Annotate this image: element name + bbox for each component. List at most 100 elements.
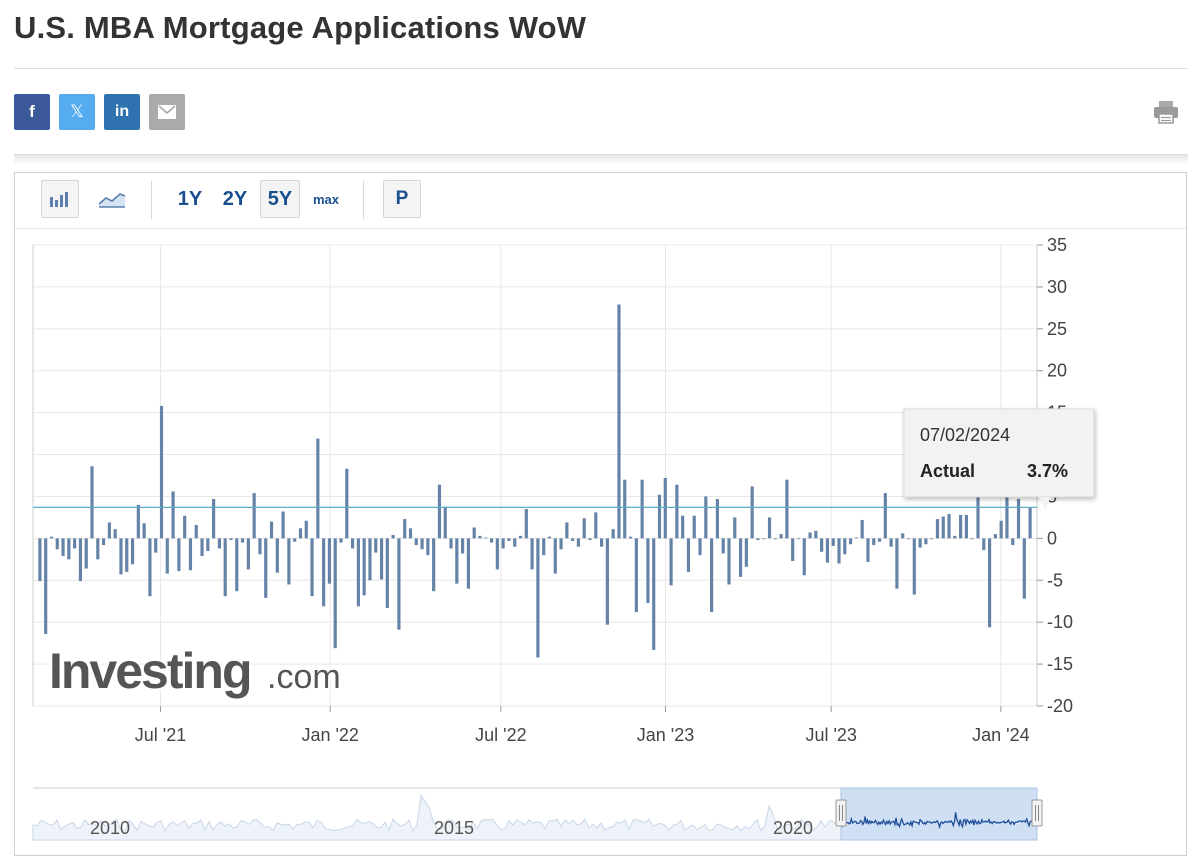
bar[interactable] (681, 515, 685, 539)
bar[interactable] (814, 530, 818, 539)
bar[interactable] (906, 538, 911, 540)
bar[interactable] (634, 538, 638, 613)
bar[interactable] (165, 538, 169, 574)
bar[interactable] (293, 538, 297, 542)
bar[interactable] (982, 538, 986, 551)
bar[interactable] (733, 517, 737, 539)
bar[interactable] (339, 538, 343, 543)
bar[interactable] (148, 538, 152, 597)
bar[interactable] (964, 514, 968, 539)
bar[interactable] (513, 538, 517, 547)
bar-chart-button[interactable] (41, 180, 79, 218)
bar[interactable] (38, 538, 42, 582)
bar[interactable] (1005, 494, 1009, 539)
bar[interactable] (565, 522, 569, 539)
line-chart-button[interactable] (93, 180, 131, 218)
bar[interactable] (212, 498, 216, 539)
bar[interactable] (877, 538, 882, 542)
twitter-share-button[interactable]: 𝕏 (59, 94, 95, 130)
bar[interactable] (455, 538, 459, 584)
bar[interactable] (762, 538, 766, 540)
bar[interactable] (397, 538, 401, 630)
bar[interactable] (854, 537, 858, 539)
range-navigator[interactable]: 2010 2015 2020 (32, 787, 1043, 841)
bar[interactable] (154, 538, 158, 553)
bar[interactable] (414, 538, 418, 546)
bar[interactable] (327, 538, 332, 584)
bar[interactable] (107, 522, 111, 539)
bar[interactable] (426, 538, 430, 556)
bar[interactable] (970, 538, 974, 540)
bar[interactable] (663, 478, 667, 539)
bar[interactable] (611, 529, 615, 539)
bar[interactable] (391, 535, 395, 539)
bar[interactable] (571, 538, 575, 541)
bar[interactable] (767, 517, 772, 539)
bar[interactable] (721, 538, 725, 554)
navigator-handle[interactable] (1031, 799, 1043, 827)
range-2y-button[interactable]: 2Y (222, 187, 248, 210)
bar[interactable] (362, 538, 366, 596)
bar[interactable] (993, 534, 997, 539)
bar[interactable] (1011, 538, 1015, 546)
bar[interactable] (779, 534, 783, 539)
bar[interactable] (281, 511, 285, 539)
bar[interactable] (756, 538, 760, 541)
bar[interactable] (489, 538, 494, 543)
bar[interactable] (206, 538, 210, 551)
bar[interactable] (704, 496, 708, 539)
bar[interactable] (866, 538, 870, 562)
bar[interactable] (73, 538, 77, 549)
bar[interactable] (264, 538, 268, 598)
bar[interactable] (310, 538, 314, 597)
p-button[interactable]: P (383, 180, 421, 218)
bar[interactable] (930, 538, 934, 540)
bar[interactable] (692, 515, 696, 539)
bar[interactable] (1016, 498, 1021, 539)
bar[interactable] (1028, 507, 1032, 539)
bar[interactable] (159, 405, 164, 539)
bar[interactable] (501, 538, 505, 549)
bar[interactable] (246, 538, 250, 570)
bar[interactable] (912, 538, 916, 595)
bar[interactable] (287, 538, 291, 585)
bar[interactable] (987, 538, 992, 628)
bar[interactable] (171, 491, 175, 539)
bar[interactable] (130, 538, 135, 565)
bar[interactable] (959, 514, 963, 539)
bar[interactable] (547, 536, 552, 539)
range-5y-button[interactable]: 5Y (260, 180, 300, 218)
bar[interactable] (652, 538, 656, 650)
bar[interactable] (49, 536, 54, 539)
bar[interactable] (125, 538, 129, 572)
bar[interactable] (345, 468, 349, 539)
bar[interactable] (640, 479, 644, 539)
bar[interactable] (617, 304, 621, 539)
bar[interactable] (472, 527, 476, 539)
bar[interactable] (953, 535, 957, 539)
bar[interactable] (883, 493, 887, 539)
bar[interactable] (142, 523, 146, 539)
bar[interactable] (102, 538, 106, 546)
bar[interactable] (698, 538, 702, 556)
bar[interactable] (374, 538, 378, 553)
print-icon[interactable] (1152, 98, 1180, 126)
bar[interactable] (437, 484, 442, 539)
bar[interactable] (403, 519, 407, 539)
bar[interactable] (84, 538, 88, 569)
bar[interactable] (686, 538, 691, 572)
bar[interactable] (183, 515, 187, 539)
bar[interactable] (791, 538, 795, 561)
bar[interactable] (495, 538, 499, 570)
bar[interactable] (356, 538, 360, 607)
bar[interactable] (715, 498, 719, 539)
bar[interactable] (443, 506, 447, 539)
bar[interactable] (750, 486, 754, 539)
bar[interactable] (484, 537, 488, 539)
bar[interactable] (831, 538, 835, 546)
bar[interactable] (542, 538, 546, 556)
navigator-selection[interactable] (840, 787, 1038, 841)
bar[interactable] (351, 538, 355, 549)
bar[interactable] (935, 519, 940, 539)
bar[interactable] (113, 529, 117, 539)
